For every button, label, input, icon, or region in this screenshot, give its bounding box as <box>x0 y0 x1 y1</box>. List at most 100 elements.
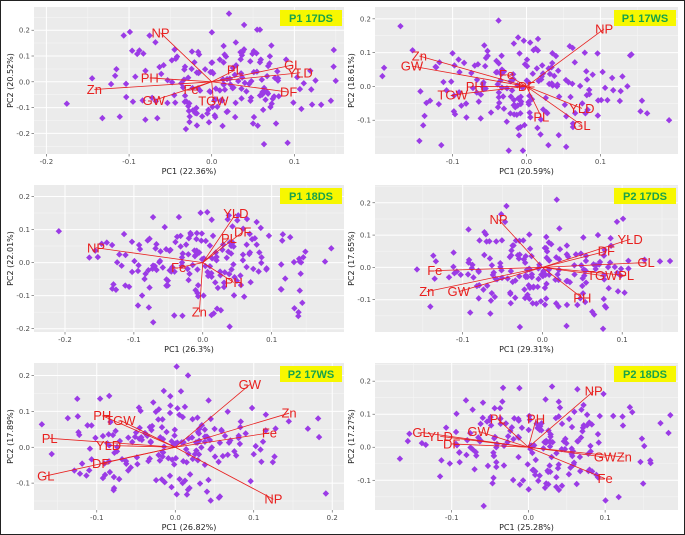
score-point <box>295 255 303 262</box>
score-point <box>120 32 127 39</box>
score-point <box>512 277 519 284</box>
score-point <box>542 94 549 102</box>
score-point <box>204 208 211 216</box>
score-point <box>538 73 545 80</box>
score-point <box>157 248 164 255</box>
score-point <box>177 243 184 250</box>
score-point <box>149 265 156 272</box>
score-point <box>562 143 570 151</box>
score-point <box>464 271 472 278</box>
score-point <box>499 93 507 100</box>
score-point <box>193 104 200 112</box>
score-point <box>231 448 238 455</box>
score-point <box>599 68 606 76</box>
score-point <box>171 312 178 319</box>
score-point <box>489 271 497 279</box>
score-point <box>112 286 120 293</box>
x-tick-label: 0.2 <box>327 514 338 522</box>
score-point <box>462 397 470 404</box>
score-point <box>220 42 227 50</box>
score-point <box>128 47 136 54</box>
loading-label-ph: PH <box>93 408 111 423</box>
score-point <box>298 105 305 113</box>
score-point <box>195 437 203 444</box>
score-point <box>486 255 494 262</box>
score-point <box>450 108 458 115</box>
score-point <box>619 422 627 429</box>
score-point <box>220 241 227 248</box>
score-point <box>194 457 202 464</box>
score-point <box>566 43 573 50</box>
score-point <box>516 384 523 392</box>
score-point <box>259 106 267 114</box>
score-point <box>266 60 273 67</box>
score-point <box>637 108 644 115</box>
y-tick-label: 0.1 <box>360 232 371 240</box>
score-point <box>232 39 240 46</box>
score-point <box>253 241 260 248</box>
score-point <box>38 421 46 428</box>
panel-badge-label: P2 17DS <box>623 191 667 203</box>
score-point <box>426 97 434 104</box>
score-point <box>131 257 138 265</box>
score-point <box>225 10 233 17</box>
loading-label-fe: Fe <box>183 82 198 97</box>
score-point <box>136 47 143 54</box>
panel-badge-label: P2 18DS <box>623 369 667 381</box>
score-point <box>182 446 190 453</box>
score-point <box>539 62 546 69</box>
score-point <box>219 97 226 104</box>
score-point <box>577 295 584 302</box>
score-point <box>599 325 607 332</box>
score-point <box>510 40 518 47</box>
score-point <box>238 95 245 102</box>
score-point <box>482 54 490 62</box>
score-point <box>481 42 488 49</box>
score-point <box>279 231 287 238</box>
score-point <box>552 52 560 60</box>
score-point <box>543 254 550 261</box>
score-point <box>266 53 274 60</box>
loading-label-gw: GW <box>448 284 471 299</box>
score-point <box>247 97 254 104</box>
score-point <box>666 257 674 265</box>
score-point <box>665 429 672 437</box>
score-point <box>212 113 219 121</box>
score-point <box>617 265 625 272</box>
score-point <box>131 433 139 441</box>
score-point <box>539 70 547 77</box>
score-point <box>566 415 573 423</box>
score-point <box>129 438 136 446</box>
score-point <box>315 433 323 441</box>
score-point <box>194 282 202 289</box>
score-point <box>537 131 544 138</box>
score-point <box>255 268 262 275</box>
score-point <box>155 406 163 413</box>
loading-vector-zn <box>426 266 543 293</box>
score-point <box>446 460 454 467</box>
score-point <box>118 262 125 269</box>
score-point <box>219 122 226 130</box>
x-tick-label: 0.1 <box>600 514 611 522</box>
score-point <box>617 87 624 95</box>
score-point <box>252 442 259 450</box>
score-point <box>500 462 508 469</box>
score-point <box>167 246 174 254</box>
score-point <box>257 446 264 453</box>
score-point <box>443 87 450 94</box>
score-point <box>159 453 166 460</box>
score-point <box>243 241 250 248</box>
score-point <box>186 118 193 126</box>
x-tick-label: -0.1 <box>122 158 136 166</box>
score-point <box>406 430 413 437</box>
score-point <box>469 446 476 453</box>
score-point <box>142 270 149 278</box>
score-point <box>555 413 562 420</box>
score-point <box>220 279 228 286</box>
score-point <box>507 290 514 298</box>
score-point <box>88 75 96 82</box>
score-point <box>149 213 157 221</box>
score-point <box>527 114 534 121</box>
score-point <box>604 96 611 104</box>
score-point <box>379 72 386 80</box>
